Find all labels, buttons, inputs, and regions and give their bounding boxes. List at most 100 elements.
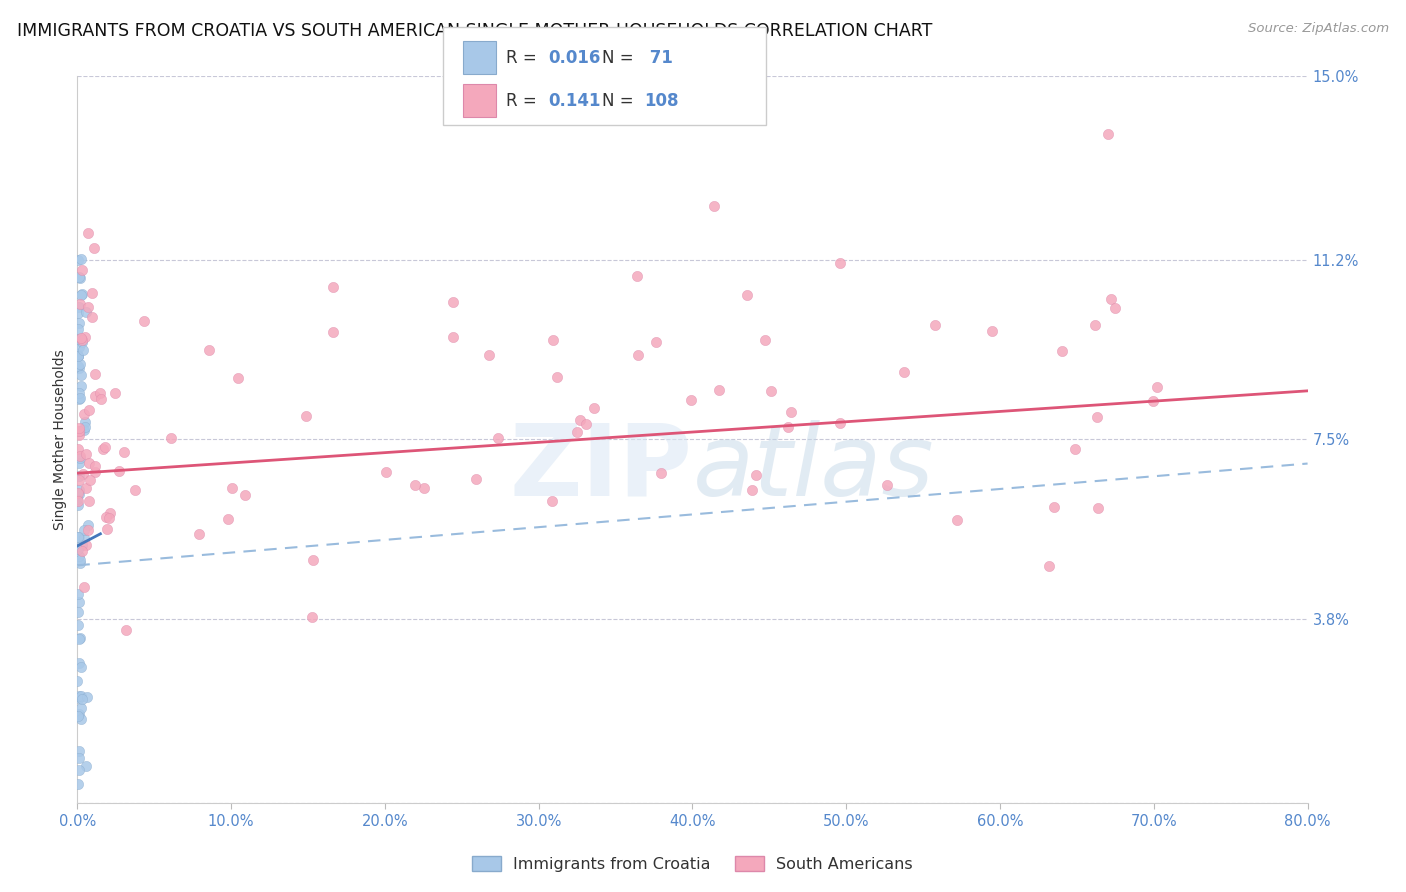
Point [96,522,118,536]
Point [67,487,90,501]
Point [441,295,464,310]
Point [69,553,91,567]
Point [830,256,852,270]
Point [90,392,112,406]
Point [735,288,758,302]
Point [67,270,90,285]
Point [703,198,725,212]
Point [67,744,90,758]
Point [104,386,127,401]
Point [67,421,90,435]
Point [77,517,100,532]
Point [89,385,111,400]
Point [67,751,90,765]
Point [66,587,89,601]
Point [567,425,589,439]
Point [108,464,131,478]
Point [478,348,501,362]
Point [134,314,156,328]
Point [568,413,591,427]
Point [79,494,101,508]
Text: 0.016: 0.016 [548,49,600,67]
Point [67,485,90,500]
Text: atlas: atlas [693,420,934,516]
Point [67,442,90,456]
Point [66,252,89,267]
Point [486,431,509,445]
Point [650,466,672,480]
Point [75,420,97,434]
Point [73,523,96,537]
Point [160,431,183,445]
Point [66,709,89,723]
Point [98,506,121,520]
Point [69,391,91,405]
Text: N =: N = [602,49,638,67]
Point [217,512,239,526]
Point [67,763,90,777]
Point [301,610,323,624]
Point [67,595,90,609]
Point [924,318,946,332]
Point [124,483,146,498]
Point [73,531,96,545]
Point [69,357,91,371]
Point [73,415,96,429]
Point [72,691,94,706]
Point [70,378,93,392]
Point [66,673,89,688]
Point [67,300,90,314]
Text: IMMIGRANTS FROM CROATIA VS SOUTH AMERICAN SINGLE MOTHER HOUSEHOLDS CORRELATION C: IMMIGRANTS FROM CROATIA VS SOUTH AMERICA… [17,22,932,40]
Point [67,469,90,483]
Point [644,334,666,349]
Point [67,428,90,442]
Point [66,605,89,619]
Point [575,417,598,431]
Point [67,777,90,791]
Point [776,420,799,434]
Point [75,447,97,461]
Point [1084,318,1107,332]
Text: ZIP: ZIP [509,420,693,516]
Point [70,263,93,277]
Point [67,386,90,401]
Point [893,365,915,379]
Point [679,392,702,407]
Point [70,712,93,726]
Point [67,530,90,544]
Point [66,359,89,373]
Point [91,442,114,456]
Point [69,556,91,570]
Point [1038,558,1060,573]
Point [67,541,90,556]
Point [67,340,90,354]
Point [69,451,91,466]
Y-axis label: Single Mother Households: Single Mother Households [53,349,67,530]
Point [67,392,90,406]
Point [112,445,135,459]
Point [75,759,97,773]
Point [540,494,562,508]
Point [83,459,105,474]
Point [67,690,90,704]
Point [69,271,91,285]
Point [69,631,91,645]
Point [67,483,90,497]
Point [70,331,93,345]
Point [375,465,398,479]
Point [79,473,101,487]
Point [72,333,94,347]
Point [67,306,90,320]
Point [69,706,91,721]
Point [541,333,564,347]
Point [981,324,1004,338]
Point [233,488,256,502]
Point [67,360,90,375]
Point [66,349,89,363]
Point [67,493,90,508]
Point [75,481,97,495]
Point [1064,442,1087,456]
Point [83,367,105,381]
Point [465,472,488,486]
Point [69,449,91,463]
